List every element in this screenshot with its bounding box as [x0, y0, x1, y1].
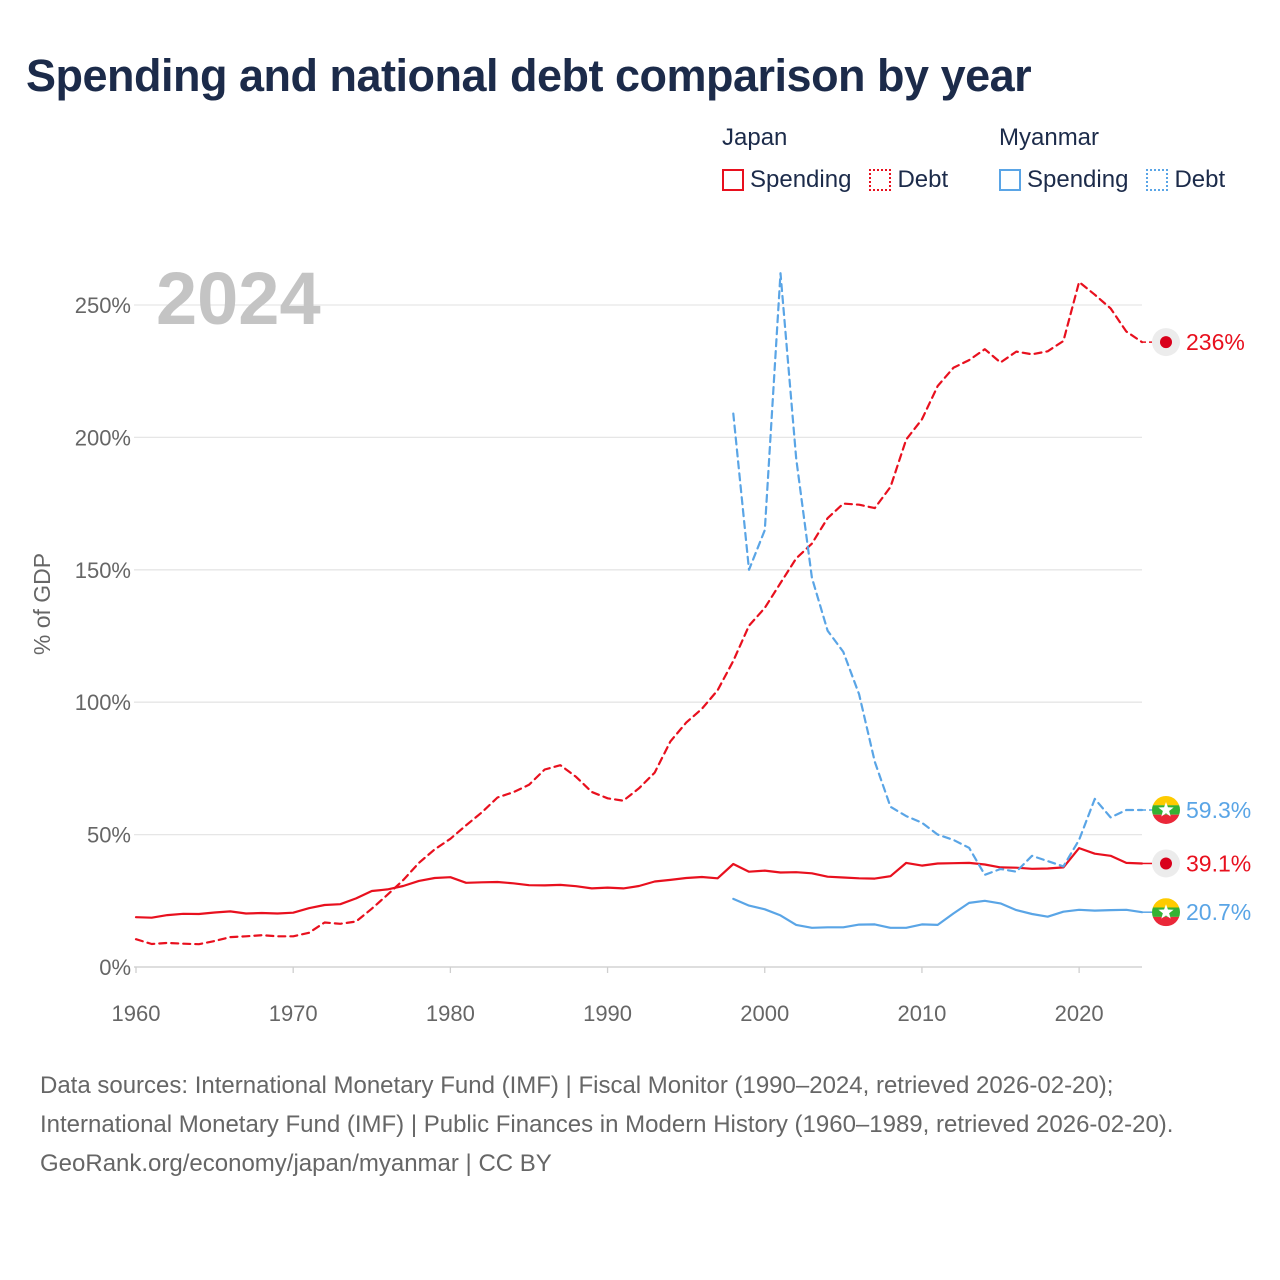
x-tick-label: 2020	[1055, 1001, 1104, 1026]
legend-swatch-japan-spending	[722, 169, 744, 191]
legend-swatch-myanmar-debt	[1146, 169, 1169, 191]
y-tick-label: 0%	[99, 955, 131, 980]
y-tick-label: 150%	[75, 558, 131, 583]
x-tick-label: 1980	[426, 1001, 475, 1026]
legend-japan-debt[interactable]: Debt	[869, 166, 948, 194]
legend-label-japan-debt: Debt	[897, 166, 949, 193]
y-axis-ticks: 0% 50% 100% 150% 200% 250%	[75, 293, 131, 980]
legend-swatch-japan-debt	[869, 169, 892, 191]
end-marker-myanmar-debt: 59.3%	[1152, 795, 1251, 824]
end-value-label: 236%	[1186, 329, 1245, 355]
legend-japan-spending[interactable]: Spending	[722, 166, 851, 194]
star-icon	[1158, 801, 1174, 817]
end-markers: 39.1% 236% 20.7% 59.3%	[1142, 328, 1251, 927]
x-tick-label: 1960	[112, 1001, 161, 1026]
line-myanmar-debt[interactable]	[732, 272, 1144, 876]
legend-country-japan: Japan	[722, 124, 788, 151]
line-myanmar-spending[interactable]	[732, 897, 1144, 929]
legend-label-myanmar-spending: Spending	[1027, 166, 1129, 193]
x-tick-label: 1970	[269, 1001, 318, 1026]
legend-myanmar-debt[interactable]: Debt	[1146, 166, 1225, 194]
y-tick-label: 200%	[75, 425, 131, 450]
legend-label-japan-spending: Spending	[750, 166, 852, 193]
chart-title: Spending and national debt comparison by…	[26, 50, 1032, 101]
end-marker-japan-debt: 236%	[1152, 328, 1245, 357]
legend-myanmar: Myanmar Spending Debt	[999, 124, 1225, 194]
end-marker-japan-spending: 39.1%	[1152, 849, 1251, 878]
data-sources: Data sources: International Monetary Fun…	[40, 1072, 1174, 1138]
legend-myanmar-spending[interactable]: Spending	[999, 166, 1128, 194]
y-tick-label: 100%	[75, 690, 131, 715]
attribution-link[interactable]: GeoRank.org/economy/japan/myanmar | CC B…	[40, 1150, 552, 1177]
x-axis-ticks: 1960 1970 1980 1990 2000 2010 2020	[112, 967, 1104, 1026]
line-japan-spending[interactable]	[134, 846, 1144, 919]
flag-myanmar-icon	[1152, 898, 1180, 927]
end-value-label: 39.1%	[1186, 850, 1251, 876]
flag-japan-disc	[1160, 336, 1172, 349]
x-tick-label: 2000	[740, 1001, 789, 1026]
series-lines	[134, 272, 1144, 946]
legend-japan: Japan Spending Debt	[722, 124, 966, 194]
flag-myanmar-icon	[1152, 795, 1180, 824]
year-watermark: 2024	[156, 257, 321, 340]
chart-svg: 2024 % of GDP 0% 50% 100% 150% 200% 250% 1960…	[29, 257, 1251, 1026]
legend-label-myanmar-debt: Debt	[1174, 166, 1226, 193]
end-marker-myanmar-spending: 20.7%	[1152, 898, 1251, 927]
x-tick-label: 1990	[583, 1001, 632, 1026]
grid-lines	[134, 304, 1142, 968]
y-tick-label: 250%	[75, 293, 131, 318]
line-japan-debt[interactable]	[134, 280, 1144, 946]
end-value-label: 59.3%	[1186, 797, 1251, 823]
y-axis-label: % of GDP	[29, 553, 55, 655]
end-value-label: 20.7%	[1186, 899, 1251, 925]
x-tick-label: 2010	[897, 1001, 946, 1026]
footer: Data sources: International Monetary Fun…	[40, 1066, 1250, 1183]
star-icon	[1158, 904, 1174, 919]
flag-japan-disc	[1160, 857, 1172, 870]
legend-swatch-myanmar-spending	[999, 169, 1021, 191]
y-tick-label: 50%	[87, 823, 131, 848]
legend-country-myanmar: Myanmar	[999, 124, 1100, 151]
